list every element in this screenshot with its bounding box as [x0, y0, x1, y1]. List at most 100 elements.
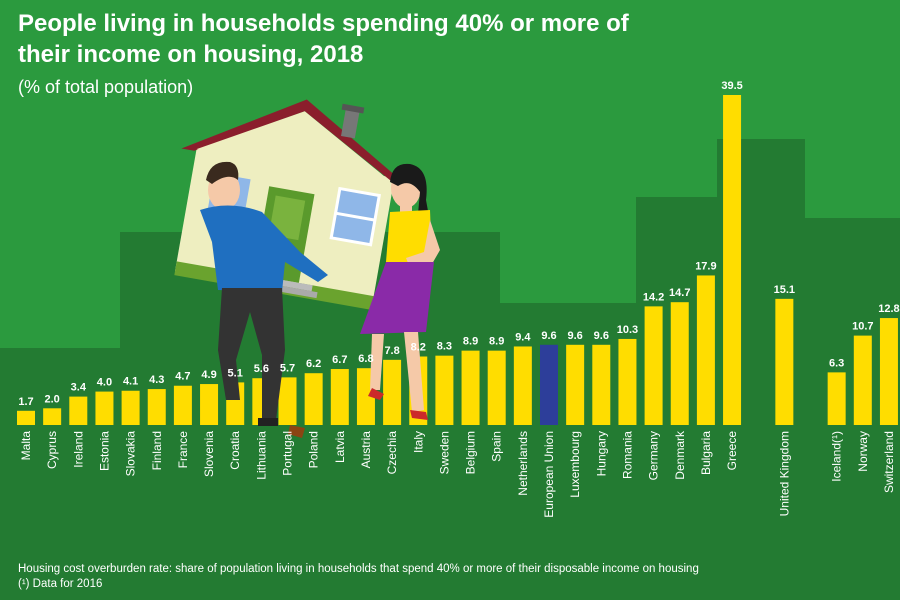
value-label-luxembourg: 9.6: [568, 330, 583, 342]
value-label-romania: 10.3: [617, 324, 638, 336]
category-label-romania: Romania: [620, 431, 634, 479]
value-label-hungary: 9.6: [594, 330, 609, 342]
value-label-slovenia: 4.9: [201, 369, 216, 381]
category-label-poland: Poland: [307, 431, 321, 468]
category-label-germany: Germany: [647, 431, 661, 480]
category-label-netherlands: Netherlands: [516, 431, 530, 496]
value-label-cyprus: 2.0: [45, 393, 60, 405]
value-label-sweden: 8.3: [437, 341, 452, 353]
category-label-slovakia: Slovakia: [124, 431, 138, 477]
value-label-switzerland: 12.8: [878, 303, 899, 315]
category-label-finland: Finland: [150, 431, 164, 470]
value-label-malta: 1.7: [18, 396, 33, 408]
value-label-slovakia: 4.1: [123, 376, 138, 388]
bar-czechia: [383, 359, 402, 425]
category-label-malta: Malta: [19, 431, 33, 461]
value-label-austria: 6.8: [358, 353, 373, 365]
bar-greece: [723, 95, 742, 425]
category-label-bulgaria: Bulgaria: [699, 431, 713, 475]
category-label-switzerland: Switzerland: [882, 431, 896, 493]
category-label-france: France: [176, 431, 190, 469]
category-label-slovenia: Slovenia: [202, 431, 216, 477]
bar-iceland: [827, 372, 846, 425]
value-label-latvia: 6.7: [332, 354, 347, 366]
bar-united-kingdom: [775, 298, 794, 425]
bar-ireland: [69, 396, 88, 425]
bar-cyprus: [43, 408, 62, 425]
value-label-estonia: 4.0: [97, 377, 112, 389]
bar-malta: [17, 410, 35, 425]
footnote-definition: Housing cost overburden rate: share of p…: [18, 563, 699, 575]
category-label-italy: Italy: [411, 431, 425, 453]
value-label-portugal: 5.7: [280, 362, 295, 374]
value-label-croatia: 5.1: [228, 367, 243, 379]
category-label-spain: Spain: [490, 431, 504, 462]
category-label-european-union: European Union: [542, 431, 556, 518]
bar-hungary: [592, 344, 611, 425]
bar-denmark: [670, 302, 689, 425]
bar-sweden: [435, 355, 454, 425]
category-label-austria: Austria: [359, 431, 373, 469]
value-label-lithuania: 5.6: [254, 363, 269, 375]
category-label-sweden: Sweden: [437, 431, 451, 474]
bar-estonia: [95, 391, 114, 425]
category-label-luxembourg: Luxembourg: [568, 431, 582, 498]
bar-latvia: [330, 369, 349, 425]
value-label-germany: 14.2: [643, 291, 664, 303]
bar-belgium: [461, 350, 480, 425]
value-label-norway: 10.7: [852, 321, 873, 333]
bar-france: [173, 385, 192, 425]
bar-slovenia: [200, 384, 219, 425]
value-label-bulgaria: 17.9: [695, 260, 716, 272]
value-label-denmark: 14.7: [669, 287, 690, 299]
category-label-ireland: Ireland: [71, 431, 85, 468]
bar-germany: [644, 306, 663, 425]
chart-title: People living in households spending 40%…: [18, 10, 629, 68]
value-label-czechia: 7.8: [384, 345, 399, 357]
bar-spain: [487, 350, 506, 425]
bar-slovakia: [121, 390, 140, 425]
category-label-denmark: Denmark: [673, 430, 687, 480]
bar-poland: [304, 373, 323, 425]
category-label-czechia: Czechia: [385, 431, 399, 475]
category-label-latvia: Latvia: [333, 431, 347, 463]
value-label-finland: 4.3: [149, 374, 164, 386]
category-label-cyprus: Cyprus: [45, 431, 59, 469]
value-label-france: 4.7: [175, 371, 190, 383]
category-label-portugal: Portugal: [281, 431, 295, 476]
category-label-lithuania: Lithuania: [254, 431, 268, 480]
bar-netherlands: [513, 346, 532, 425]
category-label-norway: Norway: [856, 431, 870, 472]
bar-european-union: [540, 344, 558, 425]
chimney: [341, 108, 360, 139]
man-figure: [200, 161, 328, 438]
bar-finland: [147, 389, 166, 425]
woman-figure: [360, 163, 440, 420]
chart-subtitle: (% of total population): [18, 77, 194, 97]
bar-switzerland: [879, 318, 898, 425]
value-label-italy: 8.2: [411, 341, 426, 353]
value-label-european-union: 9.6: [541, 330, 556, 342]
value-label-ireland: 3.4: [71, 382, 87, 394]
value-label-poland: 6.2: [306, 358, 321, 370]
bars: [17, 95, 898, 425]
category-label-iceland: Iceland(¹): [830, 431, 844, 482]
value-label-united-kingdom: 15.1: [774, 284, 795, 296]
category-label-estonia: Estonia: [97, 431, 111, 471]
footnotes: Housing cost overburden rate: share of p…: [18, 562, 888, 592]
footnote-iceland: (¹) Data for 2016: [18, 578, 103, 590]
value-label-greece: 39.5: [721, 80, 742, 92]
bar-luxembourg: [566, 344, 585, 425]
value-label-iceland: 6.3: [829, 357, 844, 369]
bar-bulgaria: [696, 275, 715, 425]
bar-portugal: [278, 377, 297, 425]
bar-romania: [618, 338, 637, 425]
bar-norway: [853, 335, 872, 425]
category-label-greece: Greece: [725, 431, 739, 471]
category-label-united-kingdom: United Kingdom: [777, 431, 791, 516]
value-label-netherlands: 9.4: [515, 331, 531, 343]
value-label-belgium: 8.9: [463, 336, 478, 348]
couple-carrying-house-icon: [174, 99, 440, 438]
